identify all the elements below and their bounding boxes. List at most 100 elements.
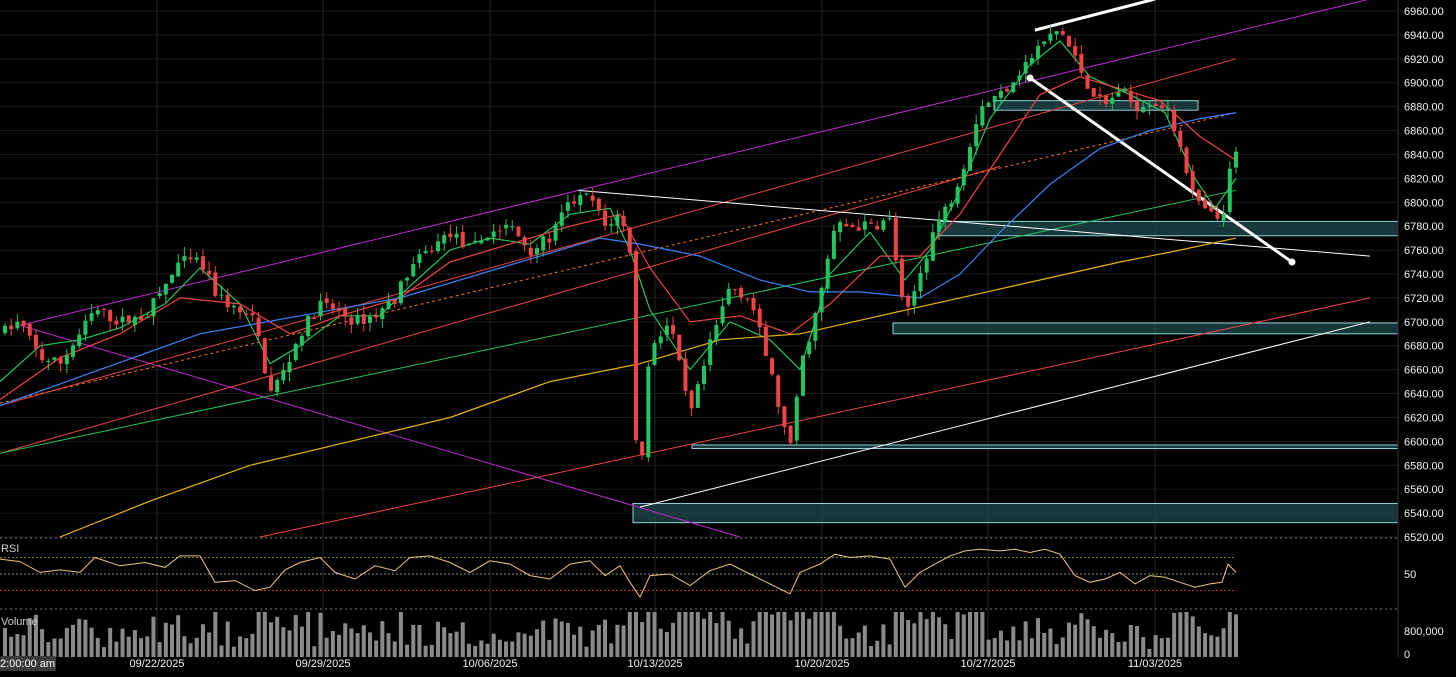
volume-bar [1153, 635, 1158, 657]
trend-line [639, 321, 1371, 508]
volume-bar [398, 612, 403, 657]
candle-body [887, 218, 892, 220]
volume-bar [522, 633, 527, 657]
volume-bar [1227, 612, 1232, 657]
candle-body [108, 310, 113, 322]
volume-bar [157, 642, 162, 657]
price-tick-label: 6580.00 [1404, 460, 1444, 472]
candle-body [708, 339, 713, 365]
volume-bar [268, 622, 273, 657]
candle-body [15, 321, 20, 329]
candle-body [763, 326, 768, 356]
candle-body [33, 334, 38, 349]
price-tick-label: 6600.00 [1404, 436, 1444, 448]
candle-body [1227, 168, 1232, 213]
price-tick-label: 6940.00 [1404, 30, 1444, 42]
candle-body [244, 313, 249, 315]
candle-body [856, 227, 861, 231]
volume-bar [794, 612, 799, 657]
volume-bar [491, 633, 496, 657]
candle-body [256, 317, 261, 337]
price-zone [892, 322, 1399, 335]
volume-bar [708, 612, 713, 657]
volume-bar [497, 639, 502, 657]
candlesticks[interactable] [3, 25, 1238, 462]
volume-bar [998, 630, 1003, 657]
candle-body [1209, 206, 1214, 212]
candle-body [281, 370, 286, 381]
volume-bar [479, 640, 484, 657]
volume-bar [819, 612, 824, 657]
candle-body [275, 380, 280, 393]
candle-body [658, 336, 663, 344]
candle-body [71, 345, 76, 357]
candle-body [101, 308, 106, 310]
date-tick-label: 10/06/2025 [462, 658, 517, 670]
date-tick-label: 09/29/2025 [295, 658, 350, 670]
volume-bar [349, 628, 354, 657]
volume-bar [726, 620, 731, 657]
volume-bar [380, 621, 385, 657]
candle-body [473, 241, 478, 243]
price-tick-label: 6860.00 [1404, 126, 1444, 138]
candle-body [182, 256, 187, 261]
candle-body [355, 315, 360, 324]
trendline-handle[interactable] [1026, 74, 1034, 82]
trendline-handle[interactable] [1288, 258, 1296, 266]
volume-bar [906, 620, 911, 657]
trend-line [1034, 0, 1156, 32]
volume-bar [782, 612, 787, 657]
trendline-handles[interactable] [1026, 74, 1296, 266]
candle-body [1085, 75, 1090, 89]
volume-bar [417, 624, 422, 657]
price-tick-label: 6620.00 [1404, 412, 1444, 424]
candle-body [491, 231, 496, 238]
volume-bar [1023, 621, 1028, 657]
candle-body [405, 277, 410, 281]
volume-bar [992, 637, 997, 657]
volume-bar [460, 622, 465, 657]
date-tick-label: 10/27/2025 [960, 658, 1015, 670]
candle-body [844, 223, 849, 227]
volume-bar [664, 632, 669, 657]
candle-body [1128, 90, 1133, 103]
volume-tick-label: 800,000 [1404, 626, 1444, 638]
candle-body [702, 365, 707, 384]
candle-body [460, 231, 465, 248]
candle-body [1234, 151, 1238, 168]
candle-body [485, 237, 490, 241]
candle-body [318, 300, 323, 317]
price-tick-label: 6880.00 [1404, 102, 1444, 114]
candle-body [1196, 189, 1201, 201]
candle-body [1011, 82, 1016, 93]
candle-body [528, 247, 533, 256]
candle-body [572, 201, 577, 204]
candle-body [875, 225, 880, 230]
volume-bar [176, 615, 181, 657]
candle-body [1203, 199, 1208, 209]
volume-bar [145, 636, 150, 657]
candle-body [1066, 36, 1071, 47]
volume-bar [757, 612, 762, 657]
volume-bar [9, 636, 14, 657]
candle-body [955, 186, 960, 204]
volume-bar [974, 612, 979, 657]
volume-bar [188, 643, 193, 657]
candle-body [1135, 100, 1140, 112]
price-zone [993, 100, 1199, 111]
volume-bar [528, 635, 533, 657]
date-axis: 2:00:00 am 09/22/2025 09/29/2025 10/06/2025… [0, 656, 1182, 671]
candle-body [998, 90, 1003, 98]
candle-body [974, 124, 979, 147]
candle-body [627, 227, 632, 253]
candle-body [1091, 87, 1096, 97]
candle-body [268, 375, 273, 391]
trend-lines [0, 0, 1371, 538]
candle-body [1054, 31, 1059, 35]
candle-body [188, 257, 193, 260]
volume-bar [114, 641, 119, 657]
volume-bar [949, 638, 954, 657]
candle-body [553, 224, 558, 241]
volume-bar [943, 624, 948, 657]
